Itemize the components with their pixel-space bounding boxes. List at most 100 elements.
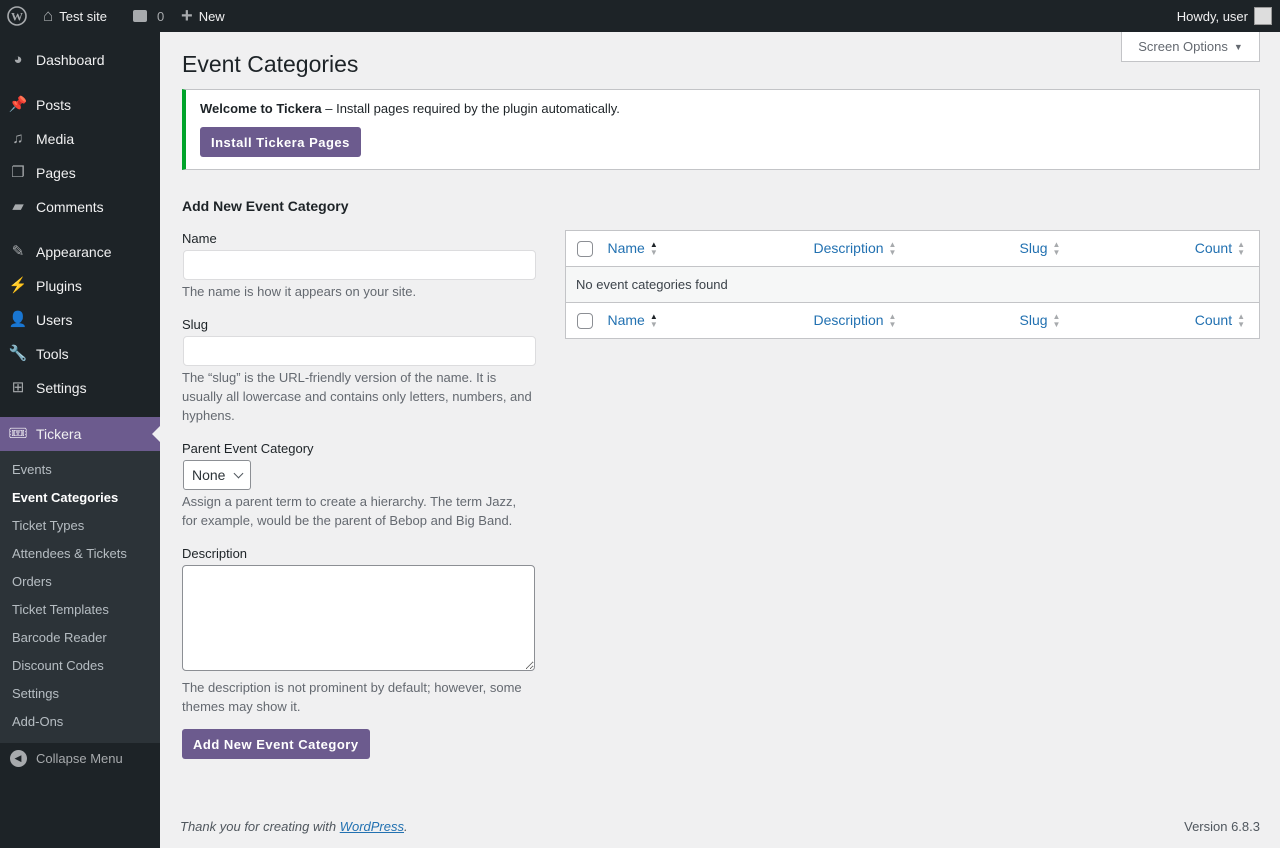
comment-count: 0 xyxy=(157,8,165,24)
notice-title: Welcome to Tickera xyxy=(200,101,322,116)
plus-icon: + xyxy=(181,4,193,27)
home-icon: ⌂ xyxy=(43,6,54,25)
slug-label: Slug xyxy=(182,317,209,332)
add-category-button[interactable]: Add New Event Category xyxy=(182,729,370,759)
submenu-item[interactable]: Discount Codes xyxy=(12,658,104,673)
submenu-item[interactable]: Add-Ons xyxy=(12,714,64,729)
column-header-count[interactable]: Count ▲ ▼ xyxy=(1150,231,1260,267)
sort-icon: ▲ ▼ xyxy=(649,240,658,258)
submenu-item[interactable]: Settings xyxy=(12,686,59,701)
submenu-item[interactable]: Barcode Reader xyxy=(12,630,107,645)
description-textarea[interactable] xyxy=(182,565,535,671)
footer-thanks: Thank you for creating with xyxy=(180,819,340,834)
footer-period: . xyxy=(404,819,408,834)
new-label: New xyxy=(198,8,225,24)
sidebar-item-plugins[interactable]: ⚡ Plugins xyxy=(0,269,160,303)
sort-icon: ▲ ▼ xyxy=(1237,312,1245,330)
screen-options-button[interactable]: Screen Options ▼ xyxy=(1121,32,1260,62)
pin-icon: 📌 xyxy=(8,96,28,113)
welcome-notice: Welcome to Tickera – Install pages requi… xyxy=(182,89,1260,170)
description-hint: The description is not prominent by defa… xyxy=(182,680,522,714)
sort-icon: ▲ ▼ xyxy=(888,240,897,258)
sidebar-item-comments[interactable]: ▰ Comments xyxy=(0,190,160,224)
sidebar-item-label: Appearance xyxy=(36,244,112,260)
parent-select-value: None xyxy=(192,467,226,483)
column-label: Name xyxy=(607,239,645,256)
sidebar-item-label: Plugins xyxy=(36,278,82,294)
sidebar-item-label: Comments xyxy=(36,199,104,215)
chevron-down-icon xyxy=(234,468,244,478)
column-label: Slug xyxy=(1019,239,1048,256)
dashboard-icon: ◕ xyxy=(13,51,23,68)
column-header-slug[interactable]: Slug ▲ ▼ xyxy=(1020,231,1150,267)
column-label: Slug xyxy=(1019,311,1048,328)
sort-icon: ▲ ▼ xyxy=(649,312,658,330)
site-name: Test site xyxy=(59,8,107,24)
comments-link[interactable]: 0 xyxy=(133,0,164,32)
sidebar-item-posts[interactable]: 📌 Posts xyxy=(0,88,160,122)
column-header-name[interactable]: Name ▲ ▼ xyxy=(608,231,814,267)
sidebar-item-label: Dashboard xyxy=(36,52,105,68)
description-label: Description xyxy=(182,546,248,561)
submenu-item[interactable]: Attendees & Tickets xyxy=(12,546,127,561)
column-label: Count xyxy=(1194,239,1233,256)
select-all-checkbox[interactable] xyxy=(577,241,593,258)
sidebar-item-label: Settings xyxy=(36,380,87,396)
sidebar-item-settings[interactable]: ⊞ Settings xyxy=(0,371,160,405)
sort-icon: ▲ ▼ xyxy=(888,312,897,330)
notice-text: – Install pages required by the plugin a… xyxy=(321,101,620,116)
plugin-icon: ⚡ xyxy=(8,277,28,294)
admin-bar: W ⌂ Test site 0 + New Howdy, user xyxy=(0,0,1280,32)
select-all-checkbox[interactable] xyxy=(577,313,593,330)
sort-icon: ▲ ▼ xyxy=(1237,240,1245,258)
collapse-icon: ◀ xyxy=(0,749,36,767)
slug-hint: The “slug” is the URL-friendly version o… xyxy=(182,370,532,423)
submenu-item[interactable]: Ticket Types xyxy=(12,518,85,533)
name-hint: The name is how it appears on your site. xyxy=(182,284,417,299)
account-menu[interactable]: Howdy, user xyxy=(1177,0,1272,32)
column-label: Description xyxy=(813,311,884,328)
column-header-description[interactable]: Description ▲ ▼ xyxy=(814,303,1020,339)
categories-table: Name ▲ ▼ Description ▲ ▼ Slug ▲ ▼ Count ▲ ▼ No even… xyxy=(565,230,1260,339)
column-header-slug[interactable]: Slug ▲ ▼ xyxy=(1020,303,1150,339)
page-title: Event Categories xyxy=(182,51,359,77)
submenu-item[interactable]: Orders xyxy=(12,574,52,589)
slug-input[interactable] xyxy=(183,336,536,366)
howdy-text: Howdy, user xyxy=(1176,8,1248,24)
sidebar-item-dashboard[interactable]: ◕ Dashboard xyxy=(0,43,160,77)
new-content-link[interactable]: + New xyxy=(181,0,225,32)
site-link[interactable]: ⌂ Test site xyxy=(43,0,107,32)
parent-select[interactable]: None xyxy=(183,460,251,490)
parent-label: Parent Event Category xyxy=(182,441,314,456)
submenu-item[interactable]: Events xyxy=(12,462,52,477)
submenu-item[interactable]: Ticket Templates xyxy=(12,602,109,617)
sidebar-item-tickera[interactable]: 🎟 Tickera xyxy=(0,417,160,451)
sidebar-item-appearance[interactable]: ✎ Appearance xyxy=(0,235,160,269)
wordpress-link[interactable]: WordPress xyxy=(339,819,404,834)
install-pages-button[interactable]: Install Tickera Pages xyxy=(200,127,361,157)
screen-options-label: Screen Options xyxy=(1138,39,1228,54)
sidebar-item-pages[interactable]: ❐ Pages xyxy=(0,156,160,190)
settings-icon: ⊞ xyxy=(11,379,25,396)
column-header-name[interactable]: Name ▲ ▼ xyxy=(608,303,814,339)
column-header-count[interactable]: Count ▲ ▼ xyxy=(1150,303,1260,339)
column-label: Count xyxy=(1194,311,1233,328)
column-header-description[interactable]: Description ▲ ▼ xyxy=(814,231,1020,267)
caret-down-icon: ▼ xyxy=(1233,41,1243,52)
sidebar-item-tools[interactable]: 🔧 Tools xyxy=(0,337,160,371)
name-input[interactable] xyxy=(183,250,536,280)
sidebar-item-users[interactable]: 👤 Users xyxy=(0,303,160,337)
avatar xyxy=(1254,7,1272,25)
submenu-item[interactable]: Event Categories xyxy=(12,490,119,505)
wordpress-logo-icon[interactable]: W xyxy=(7,0,27,32)
column-label: Name xyxy=(607,311,645,328)
collapse-menu-button[interactable]: ◀ Collapse Menu xyxy=(0,745,123,771)
column-label: Description xyxy=(813,239,884,256)
pages-icon: ❐ xyxy=(11,164,25,181)
version-text: Version 6.8.3 xyxy=(1184,819,1260,834)
parent-hint: Assign a parent term to create a hierarc… xyxy=(182,494,517,528)
wrench-icon: 🔧 xyxy=(8,345,28,362)
sidebar-item-label: Pages xyxy=(36,165,76,181)
sidebar-item-media[interactable]: ♫ Media xyxy=(0,122,160,156)
empty-message: No event categories found xyxy=(565,266,1260,303)
